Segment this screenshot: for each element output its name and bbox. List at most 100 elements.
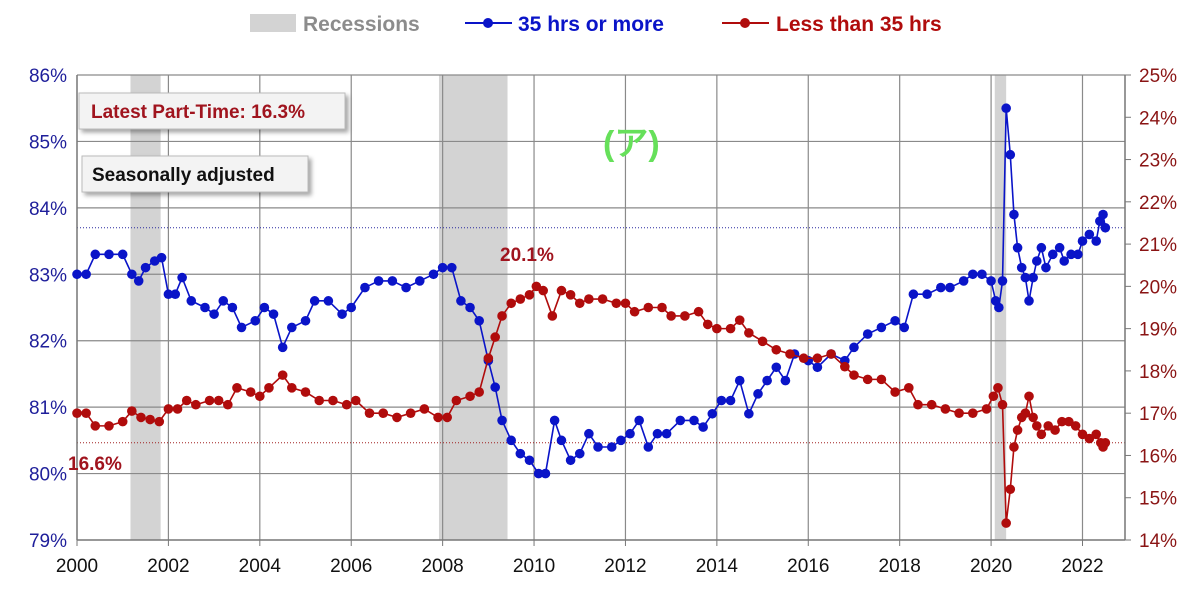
part-time-data-point <box>840 361 850 372</box>
part-time-data-point <box>611 298 622 309</box>
y-right-tick-label: 15% <box>1139 489 1177 510</box>
y-left-tick-label: 86% <box>29 66 67 87</box>
legend-label-recessions: Recessions <box>303 13 420 36</box>
full-time-data-point <box>922 289 932 300</box>
full-time-data-point <box>117 249 128 260</box>
full-time-data-point <box>277 342 288 353</box>
part-time-data-point <box>1084 433 1095 444</box>
part-time-data-point <box>506 298 516 309</box>
x-tick-label: 2016 <box>787 556 829 577</box>
part-time-data-point <box>657 302 667 313</box>
x-tick-label: 2004 <box>239 556 282 577</box>
part-time-data-point <box>556 285 567 296</box>
y-right-tick-label: 17% <box>1139 404 1177 425</box>
part-time-data-point <box>81 408 91 418</box>
full-time-data-point <box>515 448 526 459</box>
part-time-data-point <box>744 328 754 338</box>
x-tick-label: 2006 <box>330 556 372 577</box>
y-right-tick-label: 20% <box>1139 277 1177 298</box>
full-time-data-point <box>1009 209 1019 220</box>
part-time-data-point <box>1009 442 1019 452</box>
part-time-data-point <box>392 412 402 423</box>
part-time-data-point <box>1100 437 1111 448</box>
full-time-data-point <box>849 342 859 353</box>
part-time-data-point <box>277 370 288 380</box>
full-time-data-point <box>725 395 736 406</box>
full-time-data-point <box>236 322 247 333</box>
part-time-data-point <box>913 399 923 410</box>
full-time-data-point <box>506 435 516 446</box>
seasonally-adjusted-box: Seasonally adjusted <box>81 155 309 193</box>
part-time-series-line <box>77 285 1107 524</box>
full-time-data-point <box>337 309 347 319</box>
part-time-data-point <box>849 370 859 380</box>
part-time-data-point <box>666 311 676 321</box>
full-time-data-point <box>771 362 782 373</box>
part-time-data-point <box>1091 429 1102 440</box>
full-time-data-point <box>593 442 603 452</box>
y-left-tick-label: 83% <box>29 265 67 286</box>
x-tick-label: 2002 <box>147 556 189 577</box>
full-time-data-point <box>1077 236 1088 246</box>
full-time-data-point <box>780 375 791 386</box>
full-time-data-point <box>616 435 626 446</box>
full-time-data-point <box>268 309 279 319</box>
full-time-data-point <box>549 415 560 426</box>
full-time-data-point <box>698 422 708 432</box>
part-time-data-point <box>232 383 242 393</box>
part-time-data-point <box>314 395 325 406</box>
part-time-data-point <box>1005 484 1016 495</box>
y-right-tick-label: 16% <box>1139 446 1177 467</box>
full-time-data-point <box>606 442 617 452</box>
part-time-data-point <box>255 391 265 402</box>
full-time-data-point <box>1041 262 1051 273</box>
full-time-data-point <box>346 302 357 313</box>
full-time-data-point <box>218 296 229 306</box>
part-time-data-point <box>1012 425 1023 435</box>
part-time-data-point <box>1050 425 1060 435</box>
part-time-data-point <box>433 412 443 423</box>
full-time-data-point <box>634 415 644 426</box>
y-right-tick-label: 19% <box>1139 320 1177 341</box>
full-time-data-point <box>540 468 551 479</box>
part-time-data-point <box>223 399 233 410</box>
full-time-data-point <box>565 455 576 466</box>
full-time-data-point <box>1098 209 1108 220</box>
part-time-data-point <box>702 319 713 330</box>
start-label: 16.6% <box>68 454 122 475</box>
part-time-data-point <box>1077 429 1088 440</box>
part-time-data-point <box>442 412 453 423</box>
full-time-data-point <box>414 276 425 286</box>
part-time-data-point <box>117 416 128 427</box>
full-time-data-point <box>1047 249 1058 260</box>
recession-band <box>130 75 161 540</box>
full-time-data-point <box>177 272 187 283</box>
axes: 79% 80% 81% 82% 83% 84% 85% 86% 14% 15% 16% 17% 18% 1… <box>29 66 1177 577</box>
full-time-data-point <box>744 408 754 419</box>
full-time-data-point <box>556 435 567 446</box>
full-time-data-point <box>958 276 969 286</box>
part-time-data-point <box>497 311 507 321</box>
part-time-data-point <box>72 408 82 418</box>
full-time-data-point <box>945 282 955 293</box>
seasonally-adjusted-label: Seasonally adjusted <box>92 165 275 186</box>
legend: Recessions 35 hrs or more Less than 35 h… <box>250 13 942 36</box>
full-time-data-point <box>1059 256 1070 266</box>
full-time-data-point <box>689 415 699 426</box>
y-left-tick-label: 84% <box>29 199 67 220</box>
part-time-data-point <box>245 387 256 397</box>
full-time-data-point <box>209 309 219 319</box>
part-time-data-point <box>1036 429 1047 440</box>
part-time-data-point <box>350 395 361 406</box>
y-left-tick-label: 82% <box>29 332 67 353</box>
x-tick-label: 2010 <box>513 556 555 577</box>
full-time-data-point <box>625 428 635 439</box>
full-time-data-point <box>1016 262 1027 273</box>
y-right-tick-label: 22% <box>1139 193 1177 214</box>
full-time-data-point <box>862 329 873 339</box>
full-time-data-point <box>140 262 151 273</box>
full-time-data-point <box>156 252 167 263</box>
full-time-data-point <box>250 315 261 326</box>
full-time-data-point <box>584 428 594 439</box>
full-time-data-point <box>936 282 946 293</box>
